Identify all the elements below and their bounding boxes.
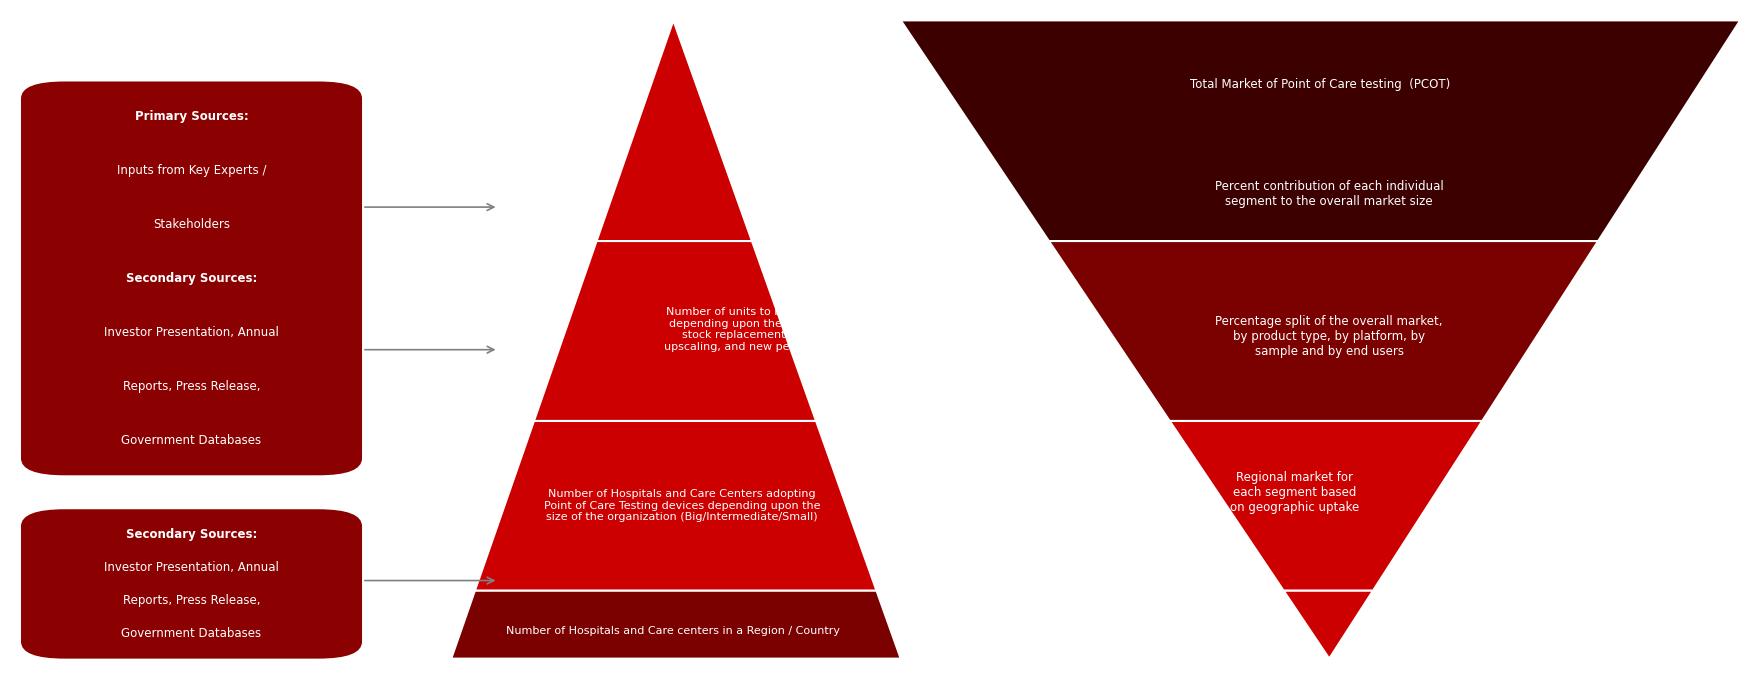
Text: Total Market of Point of Care testing  (PCOT): Total Market of Point of Care testing (P… [1190, 78, 1449, 92]
Text: Reports, Press Release,: Reports, Press Release, [122, 380, 260, 392]
Text: Secondary Sources:: Secondary Sources: [126, 272, 257, 285]
Polygon shape [1169, 421, 1482, 591]
Text: Number of Hospitals and Care Centers adopting
Point of Care Testing devices depe: Number of Hospitals and Care Centers ado… [544, 490, 820, 522]
Text: Number of units to be adopted
depending upon the following
stock replacement, st: Number of units to be adopted depending … [662, 307, 841, 352]
Polygon shape [596, 20, 752, 241]
Polygon shape [1049, 241, 1598, 421]
Polygon shape [1283, 591, 1372, 659]
Text: Primary Sources:: Primary Sources: [135, 110, 248, 123]
Polygon shape [451, 591, 900, 659]
Text: Government Databases: Government Databases [121, 434, 262, 447]
Text: Overall Point of
Care Testing
Market: Overall Point of Care Testing Market [832, 126, 916, 159]
Text: Stakeholders: Stakeholders [152, 218, 231, 231]
Text: Percentage split of the overall market,
by product type, by platform, by
sample : Percentage split of the overall market, … [1215, 314, 1442, 358]
Text: Percent contribution of each individual
segment to the overall market size: Percent contribution of each individual … [1215, 179, 1442, 208]
Text: Reports, Press Release,: Reports, Press Release, [122, 594, 260, 607]
Polygon shape [533, 241, 816, 421]
Text: Government Databases: Government Databases [121, 627, 262, 640]
Text: Regional market for
each segment based
on geographic uptake: Regional market for each segment based o… [1229, 471, 1358, 514]
FancyBboxPatch shape [21, 509, 362, 659]
Polygon shape [475, 421, 876, 591]
Text: Inputs from Key Experts /: Inputs from Key Experts / [117, 164, 266, 177]
Text: Number of Hospitals and Care centers in a Region / Country: Number of Hospitals and Care centers in … [507, 627, 839, 636]
Text: Investor Presentation, Annual: Investor Presentation, Annual [105, 326, 278, 339]
Polygon shape [900, 20, 1739, 241]
Text: Secondary Sources:: Secondary Sources: [126, 528, 257, 540]
FancyBboxPatch shape [21, 81, 362, 475]
Text: Investor Presentation, Annual: Investor Presentation, Annual [105, 561, 278, 574]
